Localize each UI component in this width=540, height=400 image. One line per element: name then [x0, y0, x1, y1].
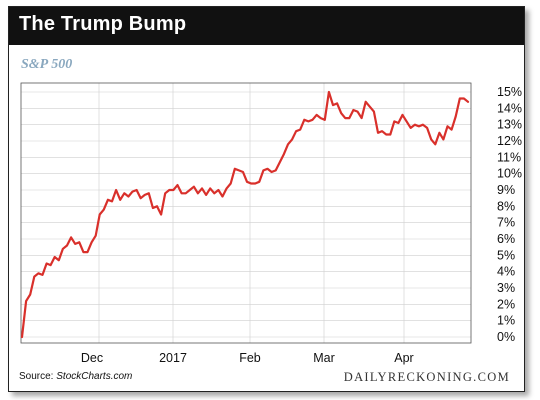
source-prefix: Source:	[19, 371, 57, 382]
y-tick-label: 14%	[497, 101, 522, 115]
x-axis: Dec 2017 Feb Mar Apr	[81, 351, 414, 365]
brand-logo-text: DAILYRECKONING.COM	[343, 370, 510, 384]
title-bar: The Trump Bump	[9, 7, 524, 45]
source-name: StockCharts.com	[56, 371, 133, 382]
x-tick-label: Mar	[313, 351, 335, 365]
gridlines	[21, 83, 471, 343]
chart-card: The Trump Bump S&P 500 0% 1% 2% 3% 4% 5% 6% 7% 8…	[8, 6, 525, 392]
y-tick-label: 6%	[497, 232, 515, 246]
source-note: Source: StockCharts.com	[19, 371, 132, 382]
y-tick-label: 2%	[497, 297, 515, 311]
y-tick-label: 10%	[497, 167, 522, 181]
x-tick-label: Apr	[394, 351, 413, 365]
x-tick-label: Feb	[239, 351, 261, 365]
y-tick-label: 12%	[497, 134, 522, 148]
chart-subtitle: S&P 500	[21, 57, 73, 72]
line-chart: 0% 1% 2% 3% 4% 5% 6% 7% 8% 9% 10% 11% 12% 13% 14% 15% D…	[20, 82, 522, 365]
x-tick-label: 2017	[159, 351, 187, 365]
chart-title: The Trump Bump	[19, 13, 187, 35]
y-axis: 0% 1% 2% 3% 4% 5% 6% 7% 8% 9% 10% 11% 12% 13% 14% 15%	[497, 85, 522, 344]
x-tick-label: Dec	[81, 351, 103, 365]
y-tick-label: 5%	[497, 248, 515, 262]
y-tick-label: 15%	[497, 85, 522, 99]
series-layer	[20, 90, 470, 339]
y-tick-label: 8%	[497, 199, 515, 213]
y-tick-label: 9%	[497, 183, 515, 197]
y-tick-label: 7%	[497, 216, 515, 230]
y-tick-label: 1%	[497, 314, 515, 328]
y-tick-label: 0%	[497, 330, 515, 344]
y-tick-label: 4%	[497, 265, 515, 279]
series-line	[20, 90, 470, 339]
y-tick-label: 3%	[497, 281, 515, 295]
y-tick-label: 13%	[497, 118, 522, 132]
y-tick-label: 11%	[497, 150, 521, 164]
plot-frame	[20, 82, 472, 344]
